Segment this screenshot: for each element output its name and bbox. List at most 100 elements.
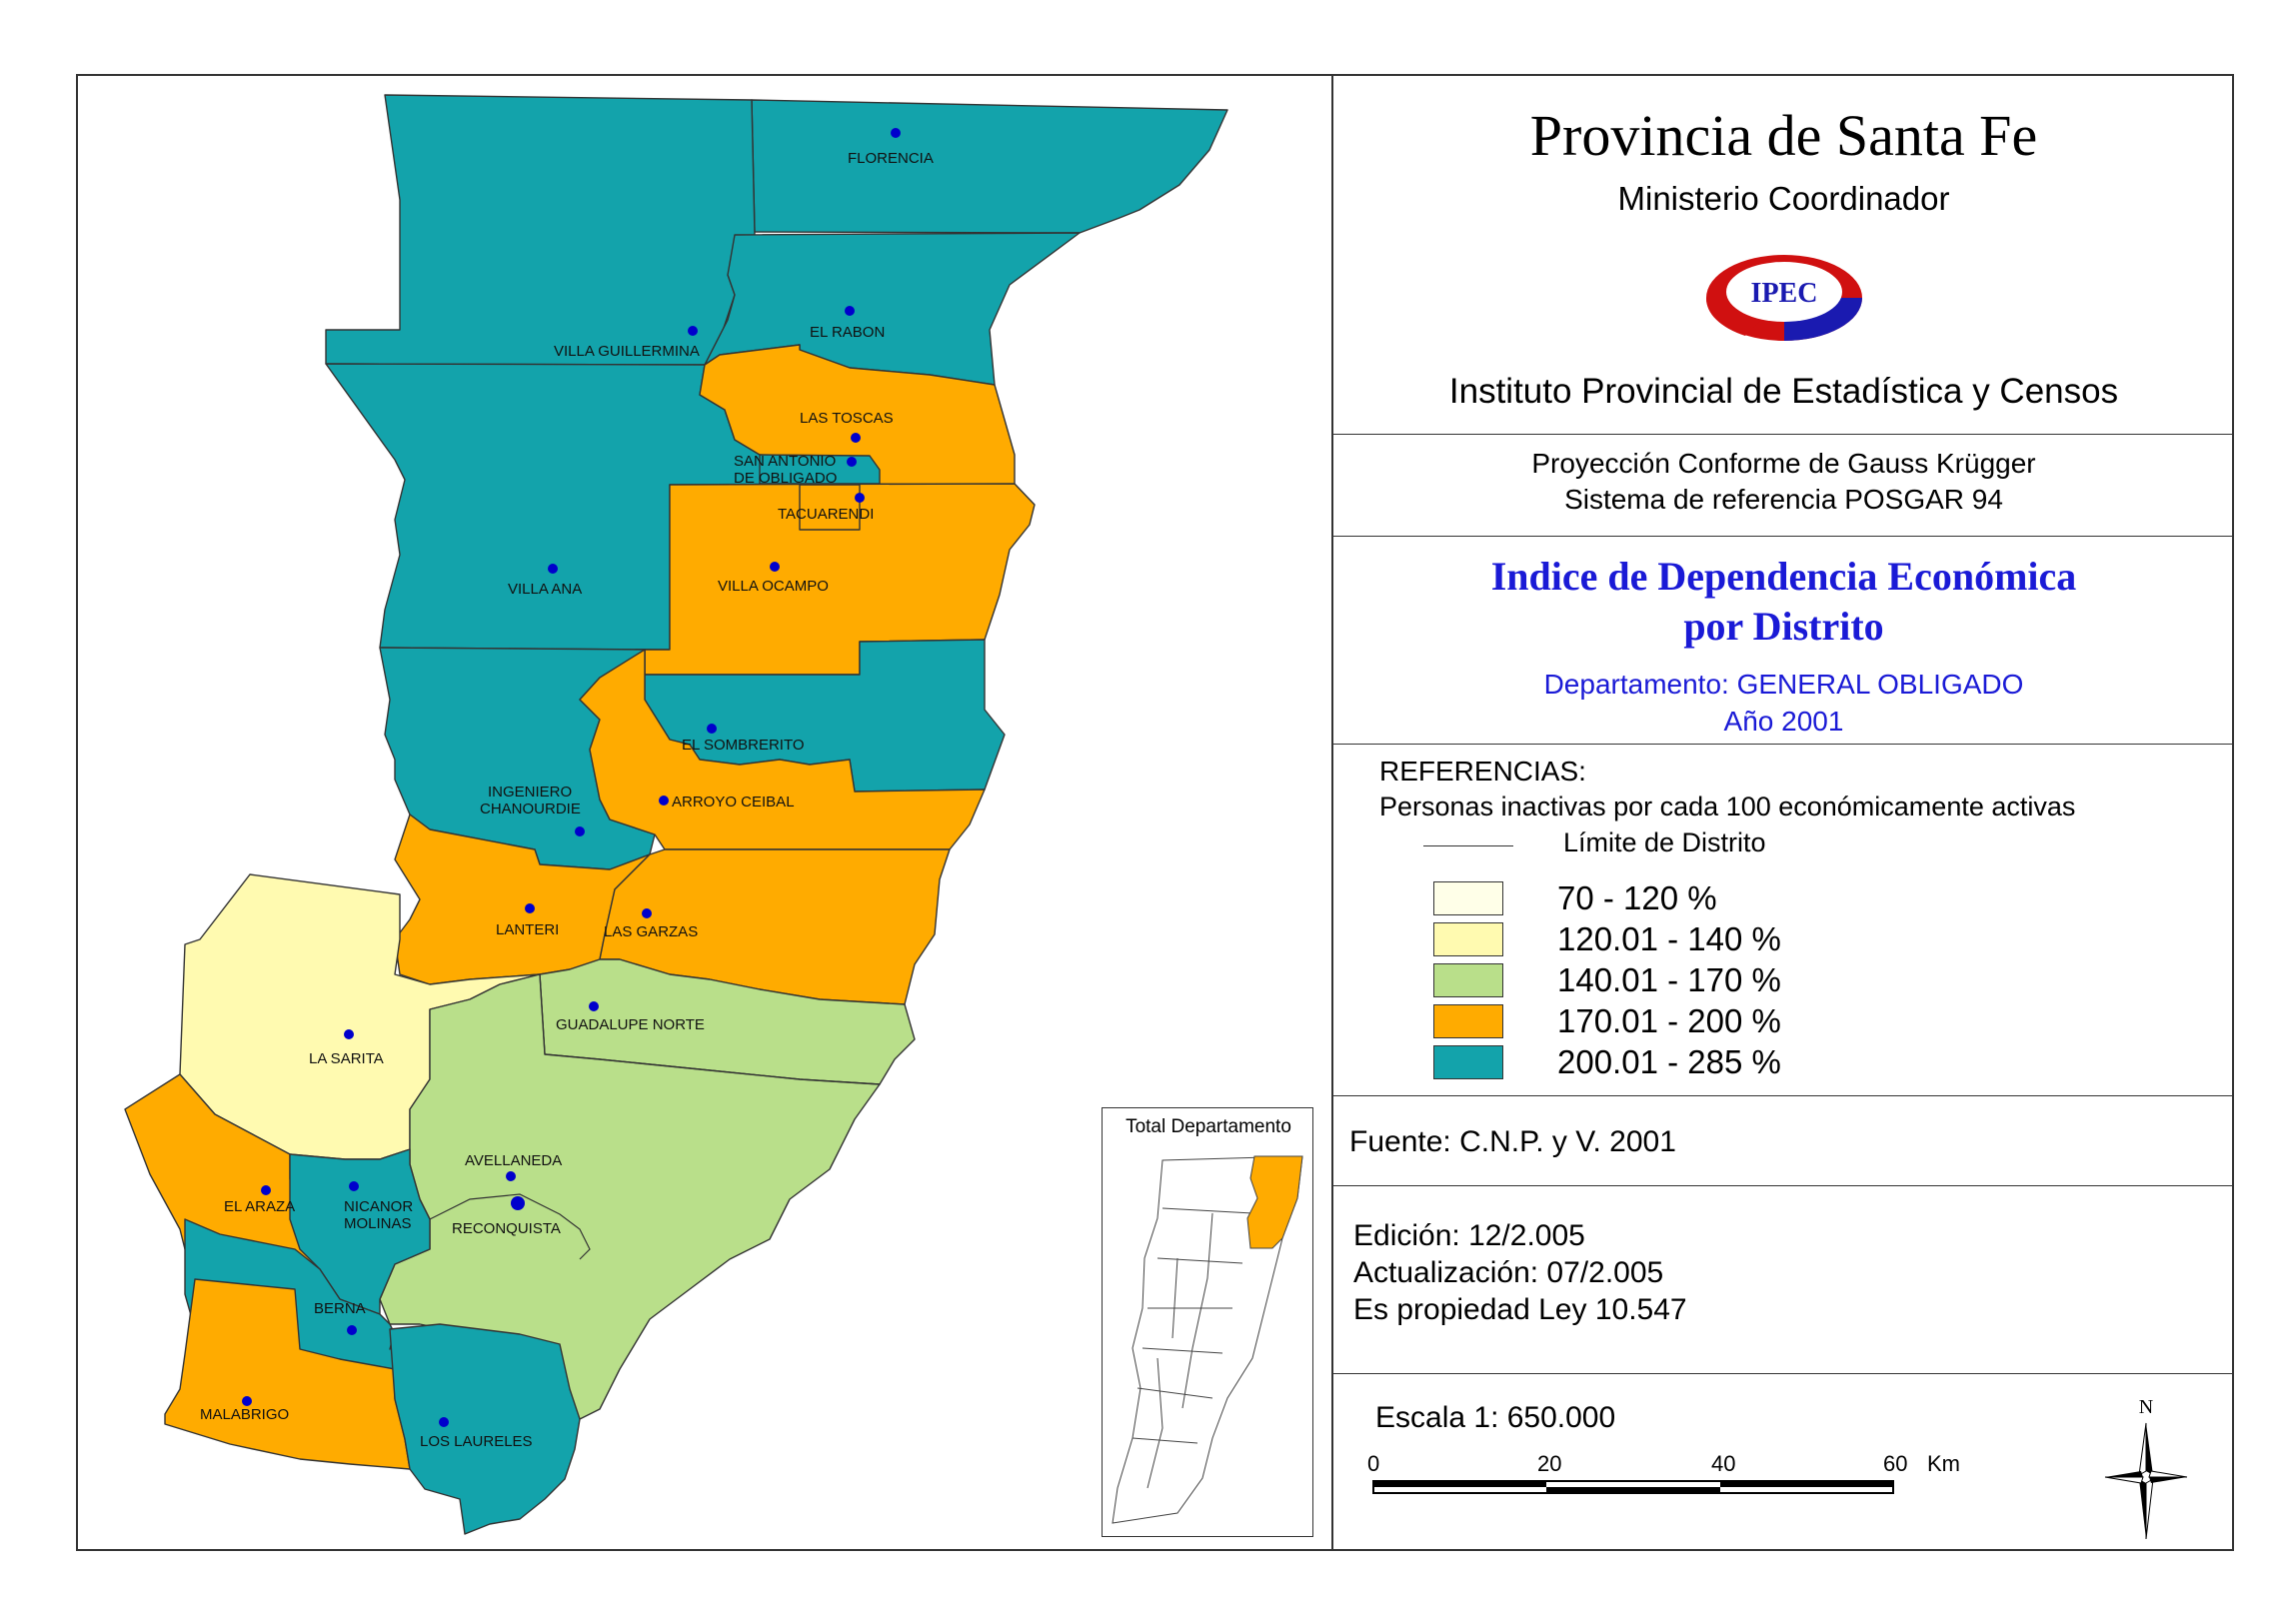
district-arroyo-ceibal[interactable] xyxy=(579,649,986,850)
legend-label: 70 - 120 % xyxy=(1557,879,1717,916)
district-limit-label: Límite de Distrito xyxy=(1563,827,1766,857)
label-villa-guillermina: VILLA GUILLERMINA xyxy=(554,343,700,360)
source-text: Fuente: C.N.P. y V. 2001 xyxy=(1349,1125,1676,1158)
locality-dot-el-araza xyxy=(261,1185,271,1195)
scale-bar-segment xyxy=(1720,1481,1893,1487)
legend-swatch xyxy=(1433,1004,1503,1038)
divider xyxy=(1333,1095,2234,1096)
label-florencia: FLORENCIA xyxy=(848,150,934,167)
locality-dot-florencia xyxy=(891,128,901,138)
label-los-laureles: LOS LAURELES xyxy=(420,1433,533,1450)
scale-label: Escala 1: 650.000 xyxy=(1375,1401,1616,1434)
district-florencia[interactable] xyxy=(751,99,1228,234)
legend-subtitle: Personas inactivas por cada 100 económic… xyxy=(1379,792,2076,821)
north-label: N xyxy=(2139,1396,2153,1418)
divider xyxy=(1333,744,2234,745)
legend-label: 170.01 - 200 % xyxy=(1557,1002,1781,1039)
scale-unit: Km xyxy=(1927,1451,1960,1476)
ipec-logo-text: IPEC xyxy=(1751,278,1818,309)
locality-dot-las-toscas xyxy=(851,433,861,443)
legend-swatch xyxy=(1433,922,1503,956)
label-villa-ocampo: VILLA OCAMPO xyxy=(718,578,829,595)
inset-general-obligado-highlight xyxy=(1246,1155,1303,1249)
locality-dot-san-antonio xyxy=(847,457,857,467)
label-las-garzas: LAS GARZAS xyxy=(604,923,698,940)
locality-dot-avellaneda xyxy=(506,1171,516,1181)
label-lanteri: LANTERI xyxy=(496,921,559,938)
locality-dot-arroyo-ceibal xyxy=(659,796,669,806)
district-boundary-reconquista xyxy=(429,1193,591,1260)
locality-dot-villa-guillermina xyxy=(688,326,698,336)
district-boundary-guadalupe xyxy=(539,973,881,1085)
locality-dot-lanteri xyxy=(525,903,535,913)
district-tacuarendi[interactable] xyxy=(799,484,861,531)
district-map-svg: FLORENCIA VILLA GUILLERMINA EL RABON LAS… xyxy=(124,94,1228,1535)
index-title-line1: Indice de Dependencia Económica xyxy=(1490,554,2077,599)
locality-dot-tacuarendi xyxy=(855,493,865,503)
locality-dot-villa-ana xyxy=(548,564,558,574)
locality-dot-ingeniero-chanourdie xyxy=(575,826,585,836)
label-el-sombrerito: EL SOMBRERITO xyxy=(682,737,805,754)
inset-title: Total Departamento xyxy=(1126,1116,1291,1137)
ipec-logo: IPEC xyxy=(1705,255,1862,341)
label-el-rabon: EL RABON xyxy=(810,324,885,341)
district-limit-line-sample xyxy=(1423,845,1513,846)
edition-info: Edición: 12/2.005 Actualización: 07/2.00… xyxy=(1353,1217,1687,1328)
locality-dot-malabrigo xyxy=(242,1396,252,1406)
label-tacuarendi: TACUARENDI xyxy=(778,506,874,523)
department-info: Departamento: GENERAL OBLIGADO Año 2001 xyxy=(1333,666,2234,740)
label-villa-ana: VILLA ANA xyxy=(508,581,582,598)
projection-info: Proyección Conforme de Gauss Krügger Sis… xyxy=(1333,446,2234,518)
locality-dot-guadalupe-norte xyxy=(589,1001,599,1011)
district-villa-guillermina[interactable] xyxy=(325,94,756,366)
property-law: Es propiedad Ley 10.547 xyxy=(1353,1293,1687,1326)
index-title: Indice de Dependencia Económica por Dist… xyxy=(1333,552,2234,652)
locality-dot-berna xyxy=(347,1325,357,1335)
scale-bar-segment xyxy=(1546,1487,1720,1493)
inset-dept-lines xyxy=(1132,1207,1253,1489)
north-arrow-icon: N xyxy=(2104,1396,2188,1540)
label-arroyo-ceibal: ARROYO CEIBAL xyxy=(672,794,795,811)
locality-dot-la-sarita xyxy=(344,1029,354,1039)
label-ingeniero-2: CHANOURDIE xyxy=(480,801,581,817)
district-los-laureles[interactable] xyxy=(389,1323,581,1535)
legend-label: 120.01 - 140 % xyxy=(1557,920,1781,957)
label-reconquista: RECONQUISTA xyxy=(452,1220,561,1237)
legend-swatch xyxy=(1433,881,1503,915)
map-frame xyxy=(76,74,2234,1551)
edition-date: Edición: 12/2.005 xyxy=(1353,1219,1585,1252)
label-ingeniero-1: INGENIERO xyxy=(488,784,572,801)
locality-dot-reconquista xyxy=(511,1196,525,1210)
department-name: Departamento: GENERAL OBLIGADO xyxy=(1543,669,2024,700)
scale-bar-segment xyxy=(1373,1481,1546,1487)
page-title: Provincia de Santa Fe xyxy=(1529,103,2038,168)
page-subtitle: Ministerio Coordinador xyxy=(1617,180,1950,217)
legend-swatch xyxy=(1433,963,1503,997)
label-el-araza: EL ARAZA xyxy=(224,1198,295,1215)
scale-tick-40: 40 xyxy=(1711,1451,1735,1476)
district-nicanor-molinas[interactable] xyxy=(289,1148,431,1315)
year-label: Año 2001 xyxy=(1723,706,1844,737)
info-panel: Provincia de Santa Fe Ministerio Coordin… xyxy=(1331,76,2234,1549)
divider xyxy=(1333,1185,2234,1186)
district-las-toscas[interactable] xyxy=(699,344,1016,486)
locality-dot-nicanor-molinas xyxy=(349,1181,359,1191)
label-berna: BERNA xyxy=(314,1300,366,1317)
divider xyxy=(1333,1373,2234,1374)
label-la-sarita: LA SARITA xyxy=(309,1050,384,1067)
divider xyxy=(1333,434,2234,435)
label-san-antonio-1: SAN ANTONIO xyxy=(734,453,836,470)
district-malabrigo[interactable] xyxy=(164,1278,411,1470)
label-avellaneda: AVELLANEDA xyxy=(465,1152,562,1169)
index-title-line2: por Distrito xyxy=(1683,604,1884,649)
projection-line1: Proyección Conforme de Gauss Krügger xyxy=(1531,448,2036,479)
label-malabrigo: MALABRIGO xyxy=(200,1406,289,1423)
label-las-toscas: LAS TOSCAS xyxy=(800,410,894,427)
scale-tick-0: 0 xyxy=(1367,1451,1379,1476)
label-nicanor-1: NICANOR xyxy=(344,1198,413,1215)
locality-dot-el-rabon xyxy=(845,306,855,316)
legend-label: 200.01 - 285 % xyxy=(1557,1043,1781,1080)
divider xyxy=(1333,536,2234,537)
scale-bar: 0 20 40 60 Km xyxy=(1367,1451,1960,1494)
legend-swatch xyxy=(1433,1045,1503,1079)
